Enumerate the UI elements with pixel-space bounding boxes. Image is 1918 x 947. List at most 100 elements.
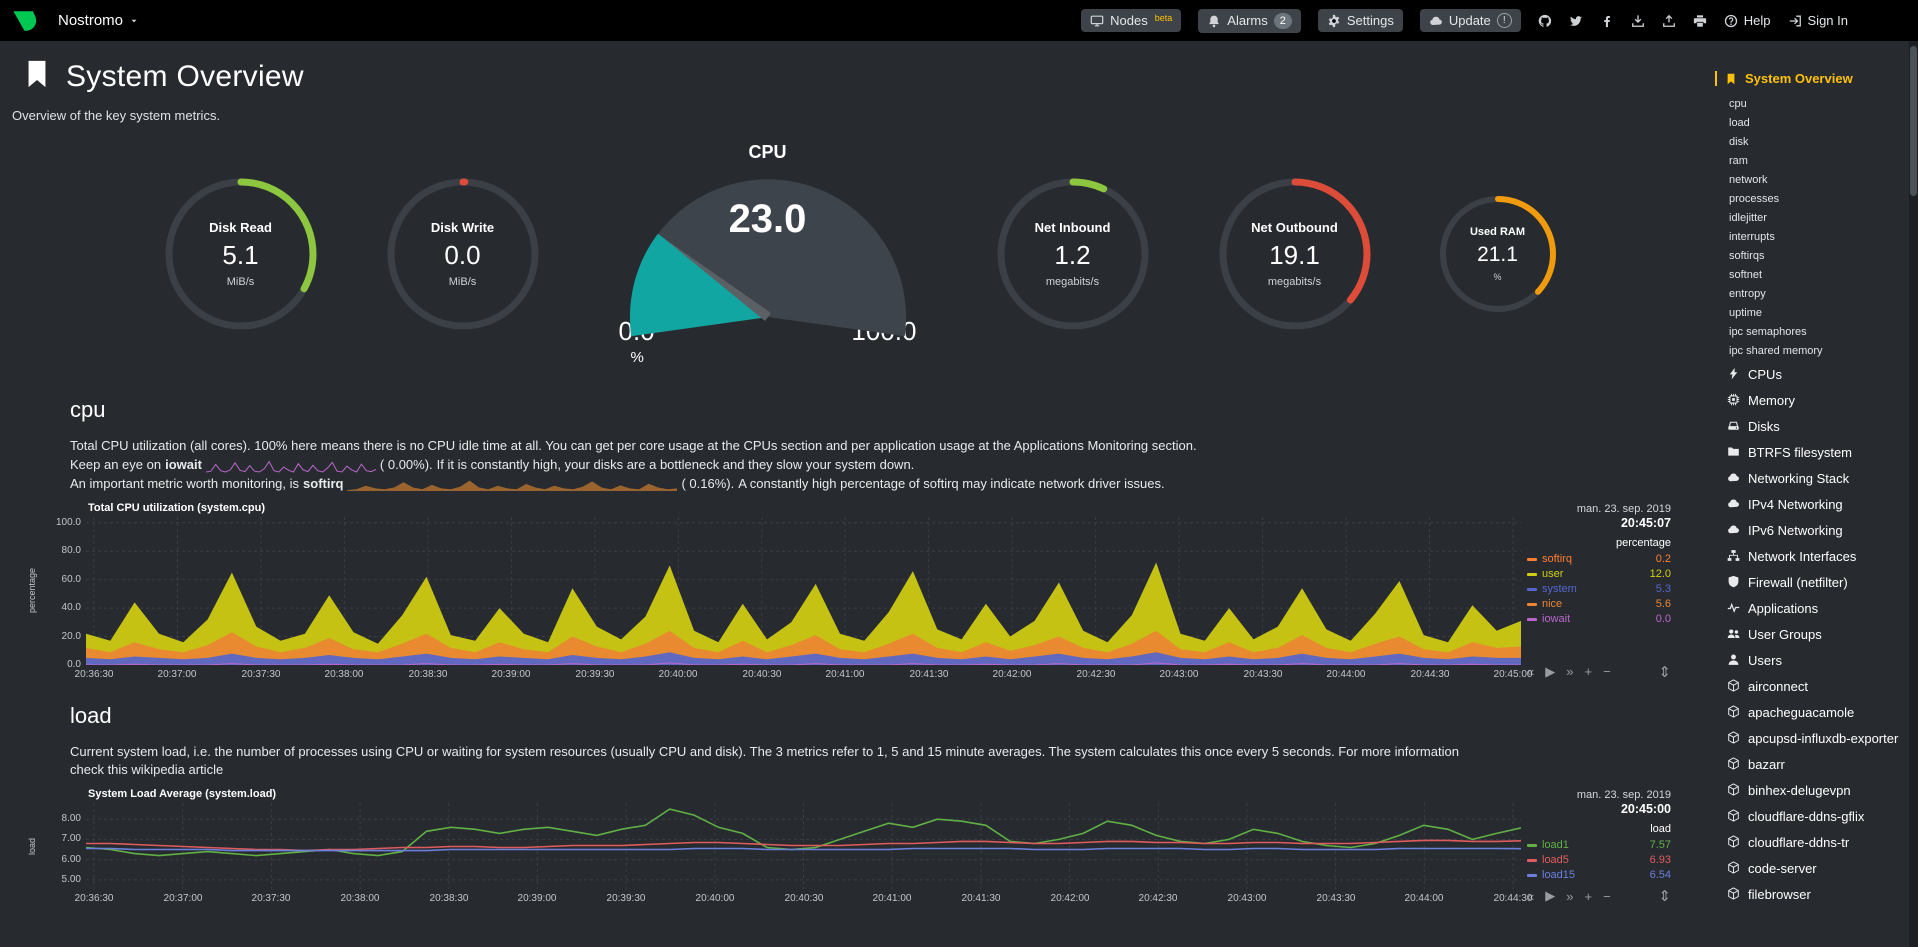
topbar-alarms-button[interactable]: Alarms 2 — [1198, 8, 1301, 33]
seek-forward-button[interactable]: » — [1566, 664, 1574, 680]
legend-item-user[interactable]: user 12.0 — [1527, 567, 1671, 582]
legend-series-value: 5.6 — [1655, 597, 1671, 610]
sidebar-item-airconnect[interactable]: airconnect — [1727, 673, 1914, 699]
legend-item-nice[interactable]: nice 5.6 — [1527, 597, 1671, 612]
sidebar-item-bazarr[interactable]: bazarr — [1727, 751, 1914, 777]
sidebar-sub-ipc-shared-memory[interactable]: ipc shared memory — [1729, 345, 1823, 357]
sidebar-item-apcupsd-influxdb-exporter[interactable]: apcupsd-influxdb-exporter — [1727, 725, 1914, 751]
x-tick-label: 20:42:30 — [1138, 893, 1178, 905]
y-tick-label: 80.0 — [61, 544, 81, 556]
sidebar-sub-network[interactable]: network — [1729, 174, 1768, 186]
resize-handle[interactable]: ⇕ — [1658, 888, 1671, 906]
seek-forward-button[interactable]: » — [1566, 888, 1574, 904]
legend-series-value: 0.0 — [1655, 612, 1671, 625]
topbar-download-button[interactable] — [1631, 14, 1645, 28]
facebook-icon — [1600, 14, 1614, 28]
sidebar-sub-ipc-semaphores[interactable]: ipc semaphores — [1729, 326, 1807, 338]
legend-swatch — [1527, 587, 1537, 591]
topbar-alarms-label: Alarms — [1227, 13, 1268, 28]
topbar-twitter-button[interactable] — [1569, 14, 1583, 28]
topbar-github-button[interactable] — [1538, 14, 1552, 28]
zoom-in-button[interactable]: + — [1584, 888, 1593, 904]
main-content: System Overview Overview of the key syst… — [0, 41, 1713, 947]
x-axis-ticks: 20:36:30 20:37:00 20:37:30 20:38:00 20:38:30… — [75, 889, 1533, 907]
sidebar-item-memory[interactable]: Memory — [1727, 387, 1914, 413]
legend-item-softirq[interactable]: softirq 0.2 — [1527, 552, 1671, 567]
play-button[interactable]: ▶ — [1545, 888, 1556, 904]
sidebar-item-ipv6-networking[interactable]: IPv6 Networking — [1727, 517, 1914, 543]
legend-series-name: load1 — [1542, 839, 1569, 852]
legend-item-iowait[interactable]: iowait 0.0 — [1527, 612, 1671, 627]
topbar-facebook-button[interactable] — [1600, 14, 1614, 28]
sidebar-item-binhex-delugevpn[interactable]: binhex-delugevpn — [1727, 777, 1914, 803]
y-tick-label: 6.00 — [61, 854, 81, 866]
topbar-print-button[interactable] — [1693, 14, 1707, 28]
gauge-units: megabits/s — [1267, 276, 1322, 288]
play-button[interactable]: ▶ — [1545, 663, 1556, 679]
sidebar-sub-uptime[interactable]: uptime — [1729, 307, 1763, 319]
sidebar-sub-cpu[interactable]: cpu — [1729, 98, 1747, 110]
hostname-dropdown[interactable]: Nostromo — [58, 12, 139, 29]
legend-item-load5[interactable]: load5 6.93 — [1527, 853, 1671, 868]
gauge-disk-read[interactable]: Disk Read 5.1 MiB/s — [159, 172, 323, 336]
chart-plot[interactable] — [86, 516, 1521, 665]
gauge-net-outbound[interactable]: Net Outbound 19.1 megabits/s — [1213, 172, 1377, 336]
shield-icon — [1727, 575, 1740, 588]
x-tick-label: 20:37:30 — [241, 668, 281, 680]
sidebar-item-label: IPv6 Networking — [1748, 522, 1843, 538]
gauge-cpu[interactable]: CPU 23.0 0.0 100.0 % — [603, 142, 933, 366]
topbar-update-button[interactable]: Update! — [1419, 9, 1521, 32]
seek-backward-button[interactable]: « — [1527, 664, 1535, 680]
gauge-value: 21.1 — [1477, 243, 1518, 266]
sidebar-item-cloudflare-ddns-gflix[interactable]: cloudflare-ddns-gflix — [1727, 803, 1914, 829]
resize-handle[interactable]: ⇕ — [1658, 663, 1671, 681]
sidebar-item-firewall-netfilter[interactable]: Firewall (netfilter) — [1727, 569, 1914, 595]
sidebar-sub-load[interactable]: load — [1729, 117, 1750, 129]
gauge-disk-write[interactable]: Disk Write 0.0 MiB/s — [381, 172, 545, 336]
zoom-out-button[interactable]: − — [1603, 664, 1611, 680]
legend-item-system[interactable]: system 5.3 — [1527, 582, 1671, 597]
sidebar-item-btrfs-filesystem[interactable]: BTRFS filesystem — [1727, 439, 1914, 465]
sidebar-item-user-groups[interactable]: User Groups — [1727, 621, 1914, 647]
seek-backward-button[interactable]: « — [1527, 888, 1535, 904]
sidebar-item-networking-stack[interactable]: Networking Stack — [1727, 465, 1914, 491]
topbar-nodes-button[interactable]: Nodes beta — [1081, 9, 1182, 32]
sidebar-item-code-server[interactable]: code-server — [1727, 855, 1914, 881]
sidebar-sub-entropy[interactable]: entropy — [1729, 288, 1766, 300]
sidebar-sub-processes[interactable]: processes — [1729, 193, 1780, 205]
topbar-settings-button[interactable]: Settings — [1317, 9, 1403, 32]
sidebar-sub-softnet[interactable]: softnet — [1729, 269, 1763, 281]
zoom-in-button[interactable]: + — [1584, 664, 1593, 680]
zoom-out-button[interactable]: − — [1603, 888, 1611, 904]
sidebar-item-cpus[interactable]: CPUs — [1727, 361, 1914, 387]
sidebar-item-users[interactable]: Users — [1727, 647, 1914, 673]
sidebar-item-network-interfaces[interactable]: Network Interfaces — [1727, 543, 1914, 569]
legend-item-load15[interactable]: load15 6.54 — [1527, 868, 1671, 883]
sidebar-sub-softirqs[interactable]: softirqs — [1729, 250, 1765, 262]
sidebar-item-label: bazarr — [1748, 756, 1785, 772]
sidebar-item-disks[interactable]: Disks — [1727, 413, 1914, 439]
topbar-help-button[interactable]: Help — [1724, 13, 1771, 28]
sidebar-item-system-overview[interactable]: System Overview — [1715, 71, 1914, 86]
legend-item-load1[interactable]: load1 7.57 — [1527, 838, 1671, 853]
sidebar-sub-interrupts[interactable]: interrupts — [1729, 231, 1775, 243]
scrollbar-thumb[interactable] — [1910, 46, 1917, 196]
chart-plot[interactable] — [86, 803, 1521, 890]
sidebar-sub-disk[interactable]: disk — [1729, 136, 1749, 148]
gauge-net-inbound[interactable]: Net Inbound 1.2 megabits/s — [991, 172, 1155, 336]
sidebar-sub-idlejitter[interactable]: idlejitter — [1729, 212, 1767, 224]
gauge-used-ram[interactable]: Used RAM 21.1 % — [1435, 191, 1561, 317]
sidebar-item-applications[interactable]: Applications — [1727, 595, 1914, 621]
sidebar-item-filebrowser[interactable]: filebrowser — [1727, 881, 1914, 907]
legend-series-value: 6.93 — [1649, 854, 1671, 867]
topbar-signin-button[interactable]: Sign In — [1788, 13, 1848, 28]
x-tick-label: 20:42:00 — [992, 668, 1032, 680]
sidebar-item-apacheguacamole[interactable]: apacheguacamole — [1727, 699, 1914, 725]
wikipedia-link[interactable]: wikipedia article — [131, 762, 224, 778]
netdata-logo[interactable] — [0, 0, 48, 41]
page-scrollbar[interactable] — [1909, 41, 1918, 947]
sidebar-sub-ram[interactable]: ram — [1729, 155, 1748, 167]
sidebar-item-ipv4-networking[interactable]: IPv4 Networking — [1727, 491, 1914, 517]
topbar-upload-button[interactable] — [1662, 14, 1676, 28]
sidebar-item-cloudflare-ddns-tr[interactable]: cloudflare-ddns-tr — [1727, 829, 1914, 855]
